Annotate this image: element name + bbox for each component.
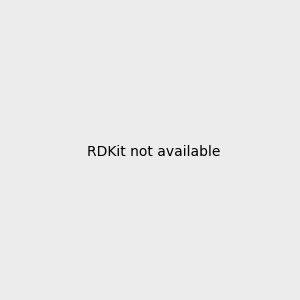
Text: RDKit not available: RDKit not available (87, 145, 220, 158)
